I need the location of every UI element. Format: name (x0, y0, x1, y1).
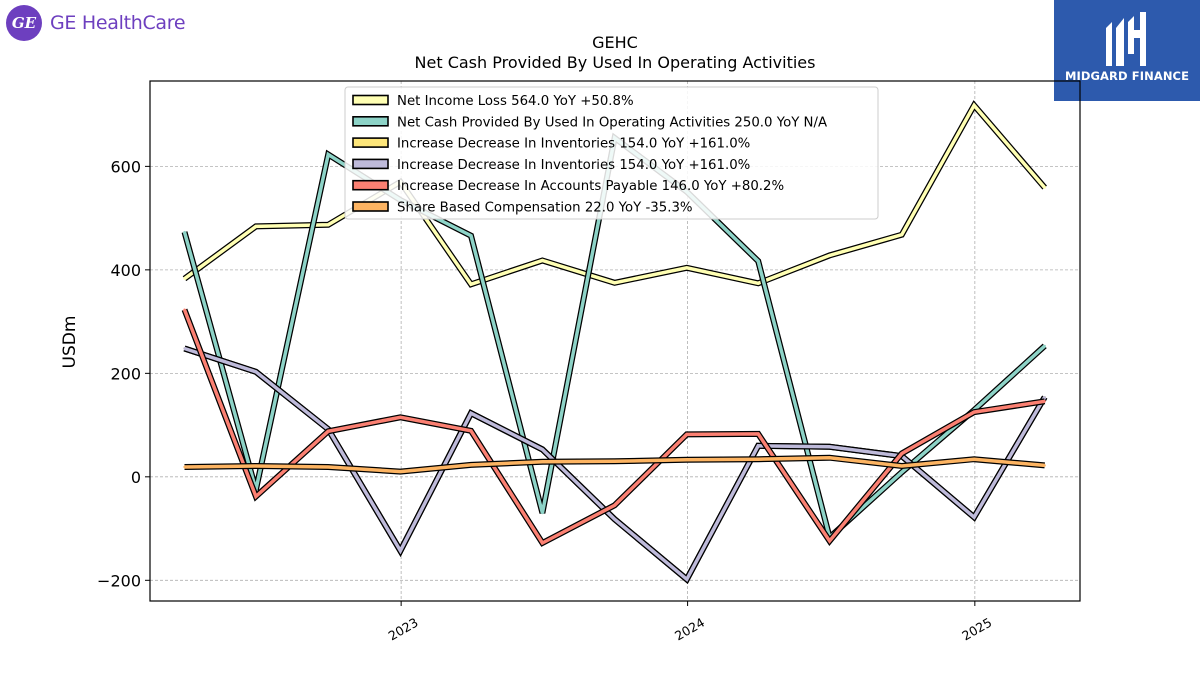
data-point (1043, 395, 1046, 399)
data-point (757, 458, 760, 461)
data-point (972, 458, 976, 461)
y-tick-label: −200 (97, 571, 141, 590)
series-4 (181, 308, 1046, 547)
data-point (685, 578, 689, 581)
series-line-outline (181, 308, 1046, 547)
data-point (757, 282, 760, 285)
data-point (613, 281, 616, 284)
data-point (828, 254, 831, 257)
data-point (900, 464, 904, 468)
data-point (469, 429, 473, 432)
data-point (900, 470, 904, 474)
data-point (183, 465, 186, 469)
data-point (541, 541, 544, 545)
legend-entry: Increase Decrease In Accounts Payable 14… (397, 179, 784, 194)
data-point (326, 430, 330, 433)
data-point (828, 456, 831, 459)
legend: Net Income Loss 564.0 YoY +50.8% Net Cash… (344, 86, 879, 220)
data-point (254, 225, 258, 228)
data-point (541, 259, 544, 262)
data-point (399, 470, 402, 473)
data-point (254, 370, 258, 373)
y-tick-label: 600 (110, 157, 141, 176)
data-point (900, 452, 904, 455)
ge-healthcare-logo: GE GE HealthCare (6, 5, 186, 41)
series-5 (183, 454, 1046, 475)
legend-entry: Net Income Loss 564.0 YoY +50.8% (397, 94, 634, 109)
legend-entry: Net Cash Provided By Used In Operating A… (397, 115, 827, 130)
series-0 (182, 100, 1047, 288)
data-point (685, 433, 689, 436)
x-tick-label: 2025 (959, 615, 994, 644)
plot-frame (149, 80, 1081, 602)
legend-entry: Share Based Compensation 22.0 YoY -35.3% (397, 201, 693, 216)
data-point (972, 410, 976, 414)
data-point (541, 460, 544, 464)
data-point (326, 223, 330, 227)
data-point (254, 495, 258, 498)
data-point (469, 283, 473, 286)
data-point (900, 233, 904, 236)
data-point (613, 460, 616, 463)
legend-box (344, 86, 879, 220)
data-point (541, 448, 544, 451)
data-point (469, 411, 473, 415)
ge-monogram-icon: GE (6, 5, 42, 41)
data-point (183, 347, 186, 350)
data-point (469, 463, 473, 467)
data-point (399, 549, 402, 553)
midgard-finance-wordmark: MIDGARD FINANCE (1064, 69, 1190, 83)
data-point (326, 465, 330, 469)
data-point (1043, 186, 1046, 189)
data-point (183, 230, 186, 234)
data-point (757, 432, 760, 436)
data-point (972, 104, 976, 107)
data-point (613, 518, 616, 521)
data-point (613, 504, 616, 507)
legend-swatch (352, 179, 389, 191)
data-point (828, 539, 831, 543)
legend-swatch (352, 94, 389, 106)
data-point (685, 458, 689, 461)
x-tick-label: 2023 (386, 615, 421, 644)
data-point (183, 308, 186, 311)
legend-entry: Increase Decrease In Inventories 154.0 Y… (397, 137, 750, 152)
data-point (183, 277, 186, 280)
chart-title: GEHC (592, 33, 638, 52)
data-point (254, 464, 258, 468)
midgard-mark-icon (1106, 12, 1146, 66)
data-point (1043, 400, 1046, 403)
y-tick-label: 400 (110, 261, 141, 280)
data-point (469, 234, 473, 237)
ge-healthcare-wordmark: GE HealthCare (50, 12, 186, 34)
chart-subtitle: Net Cash Provided By Used In Operating A… (415, 53, 816, 72)
legend-swatch (352, 116, 389, 127)
data-point (1043, 344, 1046, 348)
midgard-finance-logo: MIDGARD FINANCE (1054, 0, 1200, 101)
y-tick-label: 0 (131, 468, 141, 487)
data-point (685, 266, 689, 269)
y-axis-label: USDm (60, 316, 80, 369)
legend-swatch (352, 137, 389, 148)
data-point (326, 153, 330, 156)
data-point (972, 515, 976, 519)
data-point (757, 444, 760, 447)
data-point (399, 416, 402, 419)
legend-swatch (352, 201, 389, 212)
legend-entry: Increase Decrease In Inventories 154.0 Y… (397, 158, 750, 173)
x-tick-label: 2024 (672, 615, 707, 644)
data-point (541, 511, 544, 515)
data-point (757, 259, 760, 263)
y-tick-label: 200 (110, 364, 141, 383)
legend-swatch (352, 158, 389, 170)
data-point (1043, 464, 1046, 467)
data-point (828, 445, 831, 449)
